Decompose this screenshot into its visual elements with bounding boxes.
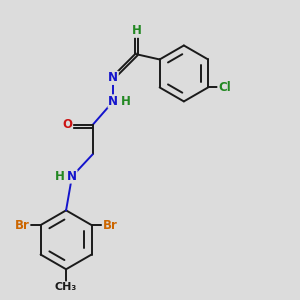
Text: Br: Br [15, 219, 30, 232]
Text: N: N [67, 170, 77, 183]
Text: Br: Br [102, 219, 117, 232]
Text: H: H [132, 24, 142, 37]
Text: Cl: Cl [218, 81, 231, 94]
Text: N: N [108, 71, 118, 84]
Text: H: H [55, 170, 64, 183]
Text: N: N [108, 95, 118, 108]
Text: O: O [63, 118, 73, 131]
Text: H: H [121, 95, 130, 108]
Text: CH₃: CH₃ [55, 282, 77, 292]
